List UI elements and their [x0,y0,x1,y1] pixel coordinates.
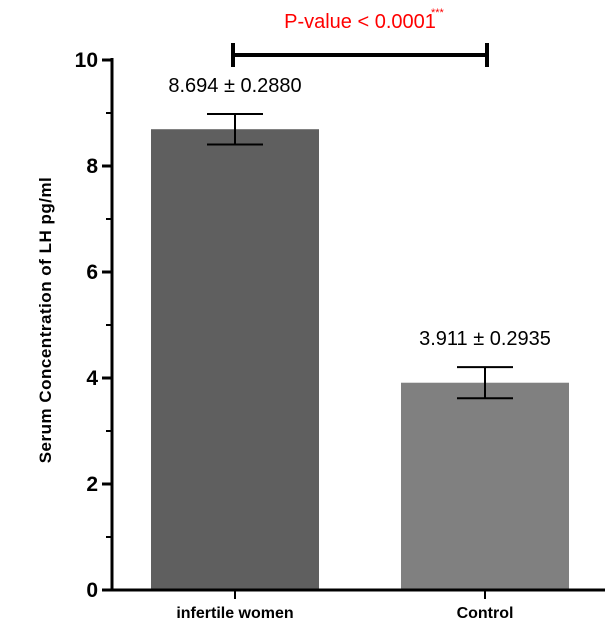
x-tick-label-1: Control [457,605,514,622]
significance-stars: *** [431,7,445,19]
error-bars-layer [207,112,513,400]
y-tick-label-1: 2 [86,473,98,496]
x-tick-label-0: infertile women [176,605,293,622]
bar-1 [401,382,569,590]
bar-0 [151,129,319,590]
p-value-label: P-value < 0.0001 [284,11,436,33]
data-label-1: 3.911 ± 0.2935 [419,328,551,350]
y-tick-label-0: 0 [86,579,98,602]
bars-layer [151,129,569,590]
y-axis-label: Serum Concentration of LH pg/ml [36,177,55,464]
y-tick-label-4: 8 [86,155,98,178]
y-tick-label-3: 6 [86,261,98,284]
y-ticks-layer: 0 2 4 6 8 10 [75,49,112,602]
y-tick-label-2: 4 [86,367,98,390]
significance-bracket: P-value < 0.0001 *** [231,7,489,67]
data-label-0: 8.694 ± 0.2880 [168,75,301,97]
y-tick-label-5: 10 [75,49,98,72]
data-labels-layer: 8.694 ± 0.2880 3.911 ± 0.2935 [168,75,551,350]
x-ticks-layer: infertile women Control [176,590,513,622]
